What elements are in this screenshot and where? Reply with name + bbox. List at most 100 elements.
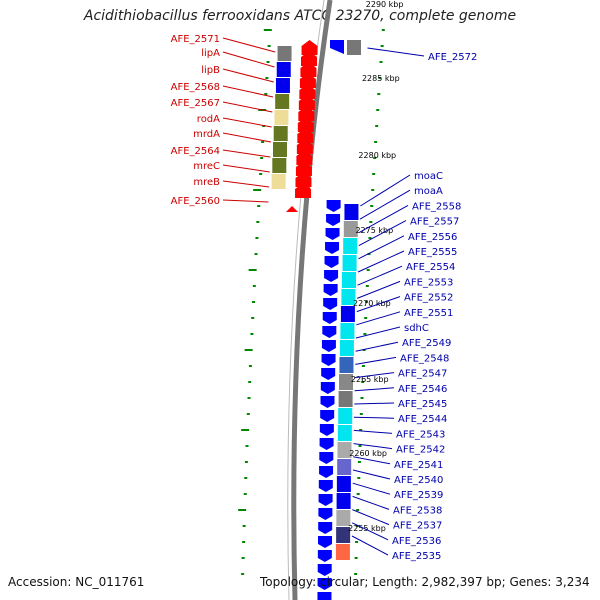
feature-block (347, 40, 361, 55)
forward-gene-arrow (321, 354, 336, 366)
reverse-gene-arrow (300, 62, 317, 77)
left-gene-label: lipB (201, 65, 220, 76)
forward-gene-arrow (325, 242, 340, 254)
label-leader-line (356, 311, 401, 326)
forward-gene-arrow (317, 564, 332, 576)
left-gene-label: rodA (197, 114, 220, 125)
feature-block (273, 126, 288, 141)
forward-gene-arrow (319, 424, 334, 436)
feature-block (341, 289, 356, 305)
label-leader-line (222, 164, 270, 173)
right-gene-label: AFE_2539 (394, 490, 443, 501)
label-leader-line (353, 443, 393, 450)
label-leader-line (352, 495, 390, 510)
feature-block (336, 510, 351, 526)
label-leader-line (222, 180, 270, 188)
right-gene-label: AFE_2549 (402, 338, 451, 349)
forward-gene-arrow (321, 368, 336, 380)
reverse-gene-arrow (286, 206, 298, 212)
right-gene-label: AFE_2557 (410, 217, 459, 228)
feature-block (336, 476, 351, 492)
label-leader-line (352, 482, 391, 495)
forward-gene-arrow (318, 508, 333, 520)
right-gene-label: AFE_2540 (394, 475, 443, 486)
label-leader-line (360, 174, 411, 207)
feature-block (339, 357, 354, 373)
feature-block (275, 94, 290, 109)
right-gene-label: AFE_2558 (412, 201, 461, 212)
label-leader-line (355, 326, 401, 339)
forward-gene-arrow (320, 382, 335, 394)
feature-block (336, 527, 351, 543)
feature-block (338, 408, 353, 424)
right-gene-label: sdhC (404, 323, 429, 334)
left-gene-label: AFE_2568 (171, 82, 220, 93)
forward-gene-arrow (322, 326, 337, 338)
forward-gene-arrow (319, 438, 334, 450)
forward-gene-arrow (324, 256, 339, 268)
label-leader-line (358, 220, 407, 247)
reverse-gene-arrow (298, 106, 315, 121)
forward-gene-arrow (318, 494, 333, 506)
label-leader-line (354, 402, 395, 405)
feature-block (339, 340, 354, 356)
forward-gene-arrow (326, 200, 341, 212)
right-gene-label: AFE_2541 (394, 460, 443, 471)
right-gene-label: moaA (414, 186, 443, 197)
feature-block (274, 110, 289, 125)
label-leader-line (222, 101, 273, 113)
left-gene-label: mreB (193, 177, 220, 188)
right-gene-label: AFE_2542 (396, 445, 445, 456)
left-label-layer: AFE_2571 lipA lipB AFE_2568 AFE_2567 rodA mrdA… (171, 34, 276, 207)
feature-block (341, 272, 356, 288)
feature-block (276, 62, 291, 77)
label-leader-line (358, 235, 405, 260)
feature-block (343, 238, 358, 254)
genome-backbone (291, 0, 333, 600)
reverse-gene-arrow (295, 183, 312, 198)
reverse-gene-arrow (297, 117, 314, 132)
kbp-marker-label: 2275 kbp (355, 226, 393, 235)
feature-block (336, 493, 351, 509)
kbp-layer: 2290 kbp 2285 kbp 2280 kbp 2275 kbp 2270 kbp… (348, 0, 403, 533)
label-leader-line (222, 37, 276, 53)
left-gene-label: AFE_2571 (171, 34, 220, 45)
feature-block (337, 459, 352, 475)
kbp-marker-label: 2255 kbp (348, 524, 386, 533)
feature-block (272, 158, 287, 173)
label-leader-line (359, 189, 411, 220)
right-gene-label: AFE_2544 (398, 414, 447, 425)
map-title: Acidithiobacillus ferrooxidans ATCC 2327… (83, 8, 517, 24)
reverse-gene-arrow (296, 150, 313, 165)
forward-gene-arrow (318, 480, 333, 492)
right-gene-label: AFE_2537 (393, 521, 442, 532)
tick-layer (238, 29, 385, 575)
label-leader-line (357, 265, 403, 286)
right-gene-label: AFE_2555 (408, 247, 457, 258)
right-gene-label: moaC (414, 171, 443, 182)
feature-block (340, 306, 355, 322)
feature-block (342, 255, 357, 271)
forward-gene-arrow (318, 536, 333, 548)
right-gene-label: AFE_2543 (396, 429, 445, 440)
label-leader-line (356, 296, 401, 313)
feature-block (335, 544, 350, 560)
feature-block (271, 174, 286, 189)
reverse-gene-arrow (299, 73, 316, 88)
forward-gene-arrow (317, 550, 332, 562)
feature-block (344, 204, 359, 220)
label-leader-line (355, 356, 397, 365)
forward-gene-arrow (317, 578, 332, 590)
right-gene-label: AFE_2548 (400, 353, 449, 364)
feature-block (275, 78, 290, 93)
forward-gene-arrow (317, 592, 332, 600)
kbp-marker-label: 2285 kbp (362, 74, 400, 83)
left-gene-label: mrdA (193, 129, 220, 140)
forward-gene-arrow (320, 410, 335, 422)
reverse-gene-arrow (301, 40, 318, 55)
forward-gene-arrow (330, 40, 344, 54)
label-leader-line (351, 522, 389, 541)
accession-text: Accession: NC_011761 (8, 575, 145, 589)
right-label-layer: AFE_2572 moaC moaA AFE_2558 AFE_2557 AFE_2556… (351, 47, 477, 562)
